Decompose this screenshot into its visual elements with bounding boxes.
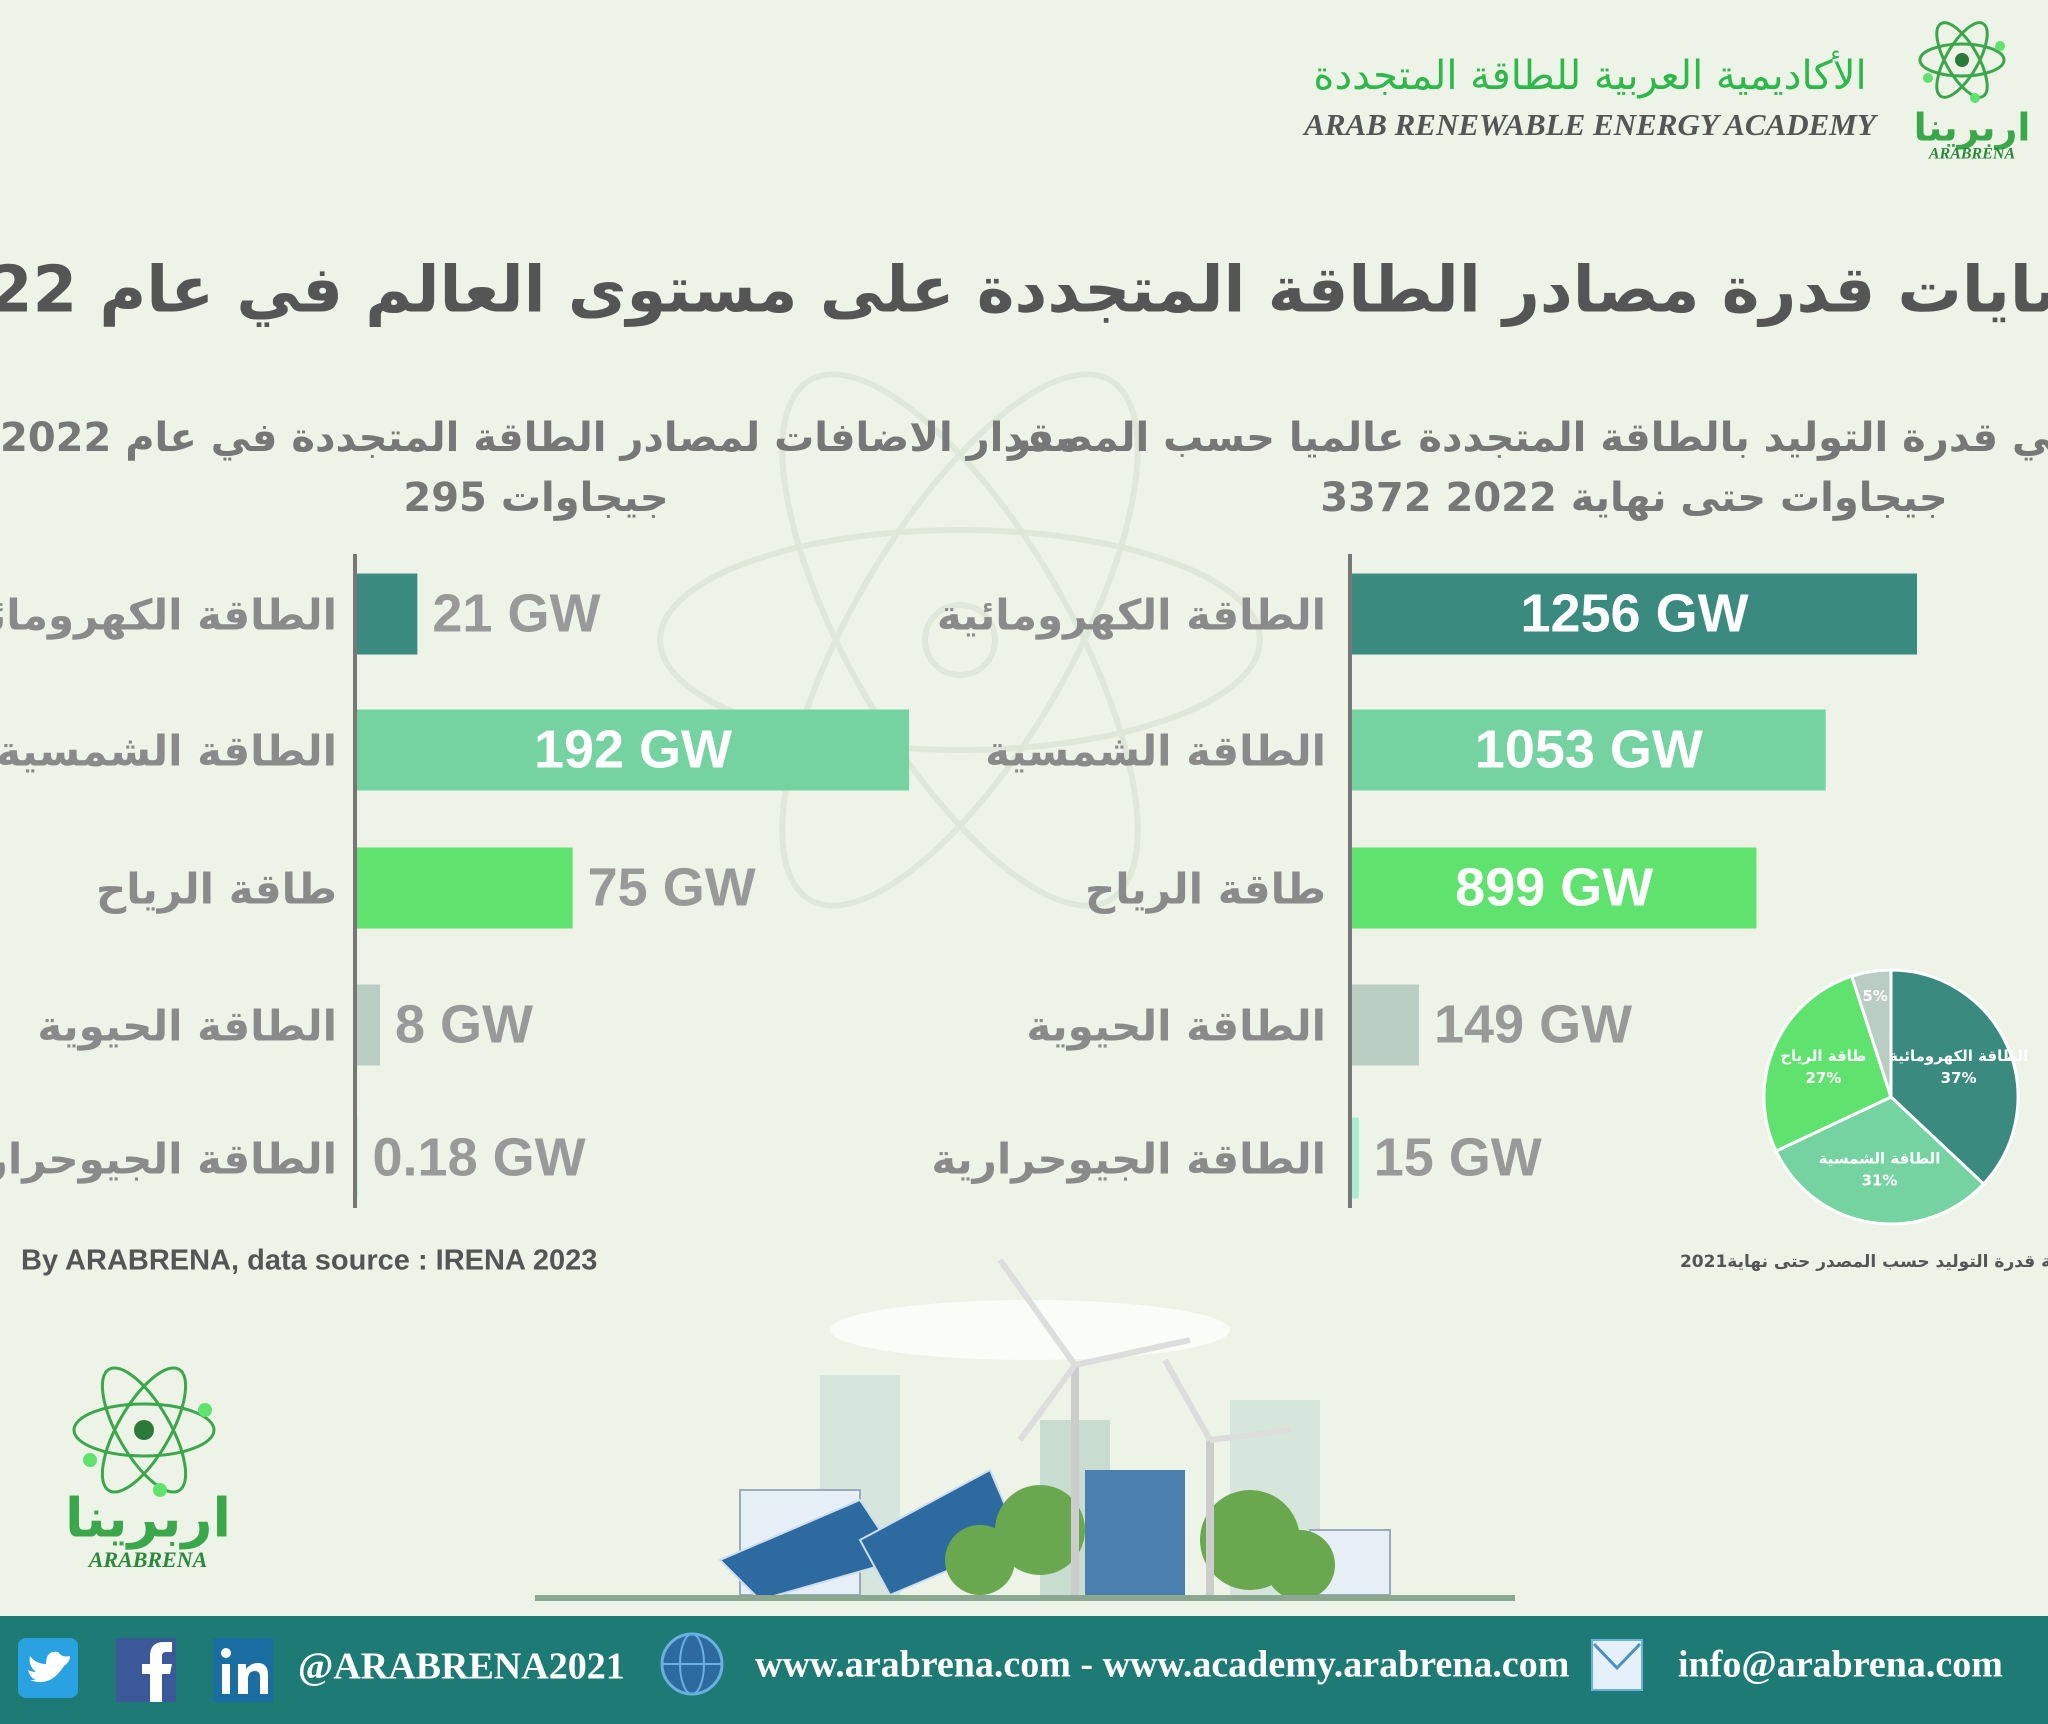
logo-text-en: ARABRENA [1928,146,2016,163]
bar [1352,984,1420,1066]
main-title: احصايات قدرة مصادر الطاقة المتجددة على م… [0,254,2048,328]
bar [1352,709,1826,791]
footer-bar [0,1616,2048,1724]
watermark [657,371,1263,909]
footer-handle: @ARABRENA2021 [298,1646,625,1688]
header-logo: اربرينا ARABRENA [1914,21,2031,163]
slice-label: الطاقة الكهرومائية [1889,1047,2028,1065]
logo-text: اربرينا [65,1487,231,1550]
value-label: 1053 GW [1475,719,1703,779]
category-label: الطاقة الحيوية [37,1002,337,1052]
value-label: 15 GW [1374,1127,1542,1187]
value-label: 21 GW [432,583,600,643]
chart-title: اجمالي قدرة التوليد بالطاقة المتجددة عال… [1006,415,2048,461]
value-label: 149 GW [1434,994,1632,1054]
bar [357,573,418,655]
pie-slice [1774,1095,1986,1226]
footer-websites: www.arabrena.com - www.academy.arabrena.… [755,1644,1569,1686]
pie-slice [1849,968,1893,1098]
academy-name-ar: الأكاديمية العربية للطاقة المتجددة [1313,50,1866,99]
bar [357,847,573,929]
pie-slice [1889,968,2020,1187]
footer-email: info@arabrena.com [1678,1644,2003,1686]
value-label: 8 GW [395,994,533,1054]
footer-logo: اربرينا ARABRENA [65,1366,231,1572]
chart-title: مقدار الاضافات لمصادر الطاقة المتجددة في… [0,415,1080,461]
logo-text: اربرينا [1914,106,2031,150]
bar [357,984,380,1066]
category-label: الطاقة الجيوحرارية [931,1135,1326,1185]
category-label: الطاقة الحيوية [1026,1002,1326,1052]
category-label: الطاقة الشمسية [0,727,337,776]
slice-label: الطاقة الشمسية [1819,1149,1941,1167]
slice-value: 5% [1862,987,1887,1005]
bar [1352,573,1917,655]
chart-subtitle: 295 جيجاوات [403,475,668,521]
category-label: طاقة الرياح [1085,865,1326,915]
value-label: 0.18 GW [373,1127,586,1187]
bar [1352,847,1757,929]
category-label: طاقة الرياح [96,865,337,915]
value-label: 192 GW [534,719,732,779]
logo-text-en: ARABRENA [87,1547,208,1572]
bar [357,1117,358,1199]
category-label: الطاقة الكهرومائية [0,591,337,641]
slice-label: طاقة الرياح [1780,1047,1866,1065]
slice-value: 37% [1941,1069,1977,1087]
pie-slice [1762,974,1893,1154]
city-illustration [535,1258,1515,1602]
bar [357,709,909,791]
slice-value: 27% [1805,1069,1841,1087]
academy-name-en: ARAB RENEWABLE ENERGY ACADEMY [1302,107,1879,142]
chart-subtitle: 3372 جيجاوات حتى نهاية 2022 [1320,475,1948,521]
bar [1352,1117,1359,1199]
source: By ARABRENA, data source : IRENA 2023 [21,1245,597,1277]
social-icons [18,1632,1643,1702]
category-label: الطاقة الجيوحرارية [0,1135,337,1185]
category-label: الطاقة الكهرومائية [937,591,1326,641]
value-label: 899 GW [1455,857,1653,917]
category-label: الطاقة الشمسية [985,727,1326,776]
pie-caption: نسبة قدرة التوليد حسب المصدر حتى نهاية20… [1680,1252,2048,1272]
value-label: 75 GW [588,857,756,917]
slice-value: 31% [1862,1171,1898,1189]
value-label: 1256 GW [1520,583,1748,643]
